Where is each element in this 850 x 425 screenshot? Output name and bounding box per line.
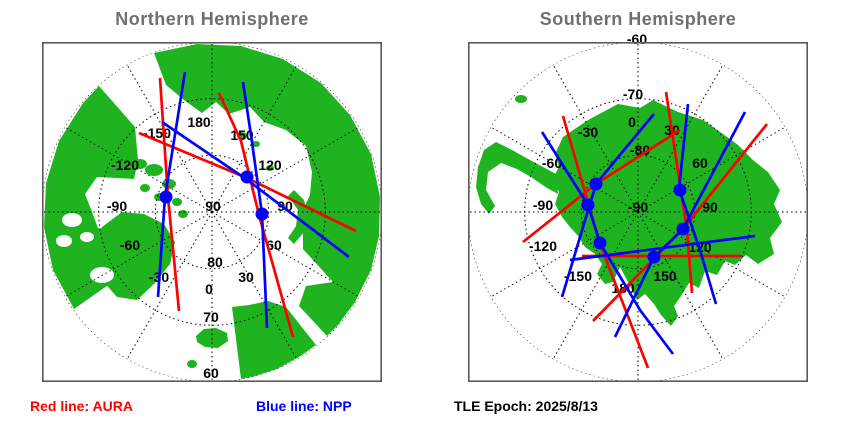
meridian-line (490, 211, 639, 298)
map-border (42, 42, 382, 382)
meridian-line (126, 64, 213, 213)
north-map: 180 -150 150 -120 120 -90 90 -60 60 -30 30 0 90 80 70 6… (42, 42, 382, 382)
graticule-label: -90 (533, 197, 553, 213)
north-title: Northern Hemisphere (115, 9, 309, 29)
graticule-label: -30 (578, 124, 598, 140)
meridian-line (552, 211, 639, 360)
inland-water (62, 213, 82, 227)
graticule-label: 180 (187, 114, 211, 130)
graticule-label: -60 (542, 155, 562, 171)
landmass (232, 301, 316, 379)
meridian-line (637, 64, 724, 213)
graticule-label: -120 (529, 238, 557, 254)
graticule-label: -80 (630, 142, 650, 158)
inland-water (80, 232, 94, 242)
map-border (468, 42, 808, 382)
npp-track-line (560, 113, 656, 298)
meridian-line (64, 126, 213, 213)
latitude-circle (580, 154, 696, 270)
meridian-line (126, 211, 213, 360)
inland-water (56, 235, 72, 247)
npp-track-line (569, 234, 756, 262)
legend-red-aura: Red line: AURA (30, 398, 133, 414)
graticule-label: -60 (627, 31, 647, 47)
npp-track-line (677, 103, 718, 305)
landmass (266, 165, 274, 171)
south-hemisphere-map: -60-70-80-900 30-3060-6090-90120-120150-1… (468, 31, 808, 382)
landmass (124, 143, 136, 151)
landmass (178, 210, 188, 218)
landmass (476, 142, 558, 214)
meridian-line (211, 126, 360, 213)
landmass (145, 164, 163, 176)
south-title: Southern Hemisphere (539, 9, 737, 29)
graticule-label: 0 (205, 281, 213, 297)
landmass (133, 159, 147, 169)
graticule-label: 150 (653, 268, 677, 284)
graticule-label: -90 (107, 198, 127, 214)
graticule-label: 30 (238, 269, 254, 285)
meridian-line (637, 211, 786, 298)
landmass (252, 141, 260, 147)
legend-blue-npp: Blue line: NPP (256, 398, 352, 414)
landmass (187, 360, 197, 368)
landmass (94, 212, 175, 300)
graticule-label: -90 (628, 199, 648, 215)
meridian-line (211, 64, 298, 213)
graticule-label: 90 (205, 198, 221, 214)
landmass (154, 44, 380, 336)
landmass (515, 95, 527, 103)
satellite-position-dot (676, 222, 690, 236)
satellite-position-dot (673, 183, 687, 197)
npp-track-line (241, 81, 269, 329)
graticule-label: -150 (564, 268, 592, 284)
npp-track-line (613, 111, 747, 338)
satellite-position-dot (581, 198, 595, 212)
tracks-layer (522, 91, 769, 369)
meridian-line (637, 126, 786, 213)
meridian-line (211, 211, 298, 360)
satellite-position-dot (647, 250, 661, 264)
north-hemisphere-map: 180-150 150-120 120-90 90-60 60-30 3009080706… (42, 42, 382, 382)
graticule-label: -60 (120, 237, 140, 253)
map-content (42, 42, 382, 382)
graticule-label: 90 (702, 199, 718, 215)
meridian-line (552, 64, 639, 213)
satellite-position-dot (255, 207, 269, 221)
landmass (172, 198, 182, 206)
satellite-position-dot (589, 177, 603, 191)
satellite-position-dot (159, 190, 173, 204)
landmass (140, 184, 150, 192)
satellite-position-dot (593, 236, 607, 250)
graticule-label: -70 (623, 86, 643, 102)
graticule-label: 0 (628, 114, 636, 130)
graticule-label: -150 (143, 125, 171, 141)
satellite-position-dot (240, 170, 254, 184)
graticule-label: 60 (203, 365, 219, 381)
legend-tle-epoch: TLE Epoch: 2025/8/13 (454, 398, 598, 414)
graticule-label: 60 (692, 155, 708, 171)
graticule-label: 120 (258, 157, 282, 173)
meridian-line (64, 211, 213, 298)
graticule-label: 70 (203, 309, 219, 325)
south-map: -60 -70 -80 -90 0 30 -30 60 -60 90 -90 120 -120 150 -1… (468, 31, 808, 382)
graticule-label: 80 (207, 254, 223, 270)
meridian-line (637, 211, 724, 360)
tracks-layer (138, 71, 357, 338)
meridian-line (211, 211, 360, 298)
graticule-label: -120 (111, 157, 139, 173)
graticule-label: 60 (266, 237, 282, 253)
meridian-line (490, 126, 639, 213)
